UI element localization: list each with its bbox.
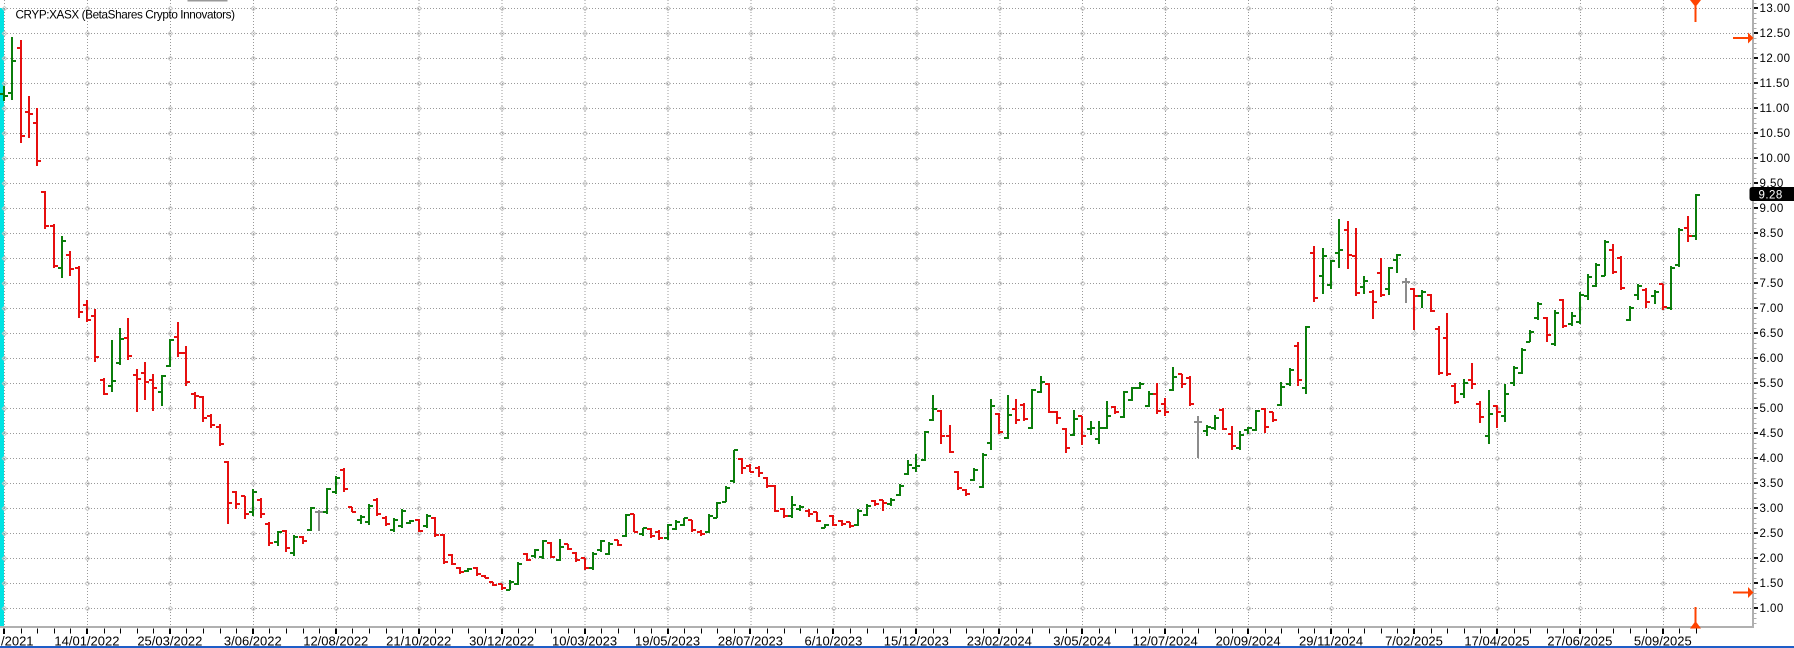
svg-text:14/01/2022: 14/01/2022: [54, 634, 119, 648]
svg-text:10.50: 10.50: [1760, 128, 1791, 140]
svg-text:10/03/2023: 10/03/2023: [552, 634, 617, 648]
svg-text:11.00: 11.00: [1760, 103, 1790, 115]
svg-text:10.00: 10.00: [1760, 153, 1791, 165]
svg-text:7.00: 7.00: [1760, 303, 1784, 315]
svg-text:1.00: 1.00: [1760, 603, 1784, 615]
svg-text:3.50: 3.50: [1760, 478, 1784, 490]
svg-text:4.50: 4.50: [1760, 428, 1784, 440]
svg-text:23/02/2024: 23/02/2024: [967, 634, 1032, 648]
svg-text:8.50: 8.50: [1760, 228, 1784, 240]
svg-text:12.00: 12.00: [1760, 53, 1791, 65]
svg-text:15/12/2023: 15/12/2023: [884, 634, 949, 648]
svg-text:7/02/2025: 7/02/2025: [1385, 634, 1443, 648]
svg-text:6.00: 6.00: [1760, 353, 1784, 365]
svg-text:5.00: 5.00: [1760, 403, 1784, 415]
svg-text:20/09/2024: 20/09/2024: [1216, 634, 1281, 648]
svg-text:6/10/2023: 6/10/2023: [804, 634, 862, 648]
svg-text:1.50: 1.50: [1760, 578, 1784, 590]
svg-text:3/05/2024: 3/05/2024: [1053, 634, 1111, 648]
svg-text:12/08/2022: 12/08/2022: [303, 634, 368, 648]
svg-text:5/09/2025: 5/09/2025: [1634, 634, 1692, 648]
svg-text:9.00: 9.00: [1760, 203, 1784, 215]
svg-text:25/03/2022: 25/03/2022: [137, 634, 202, 648]
svg-text:12/07/2024: 12/07/2024: [1133, 634, 1198, 648]
svg-text:/2021: /2021: [1, 634, 34, 648]
svg-text:8.00: 8.00: [1760, 253, 1784, 265]
svg-text:17/04/2025: 17/04/2025: [1464, 634, 1529, 648]
svg-text:5.50: 5.50: [1760, 378, 1784, 390]
svg-text:28/07/2023: 28/07/2023: [718, 634, 783, 648]
svg-text:27/06/2025: 27/06/2025: [1547, 634, 1612, 648]
svg-text:12.50: 12.50: [1760, 28, 1791, 40]
svg-text:4.00: 4.00: [1760, 453, 1784, 465]
svg-text:30/12/2022: 30/12/2022: [469, 634, 534, 648]
svg-text:19/05/2023: 19/05/2023: [635, 634, 700, 648]
svg-text:2.00: 2.00: [1760, 553, 1784, 565]
svg-text:2.50: 2.50: [1760, 528, 1784, 540]
svg-text:11.50: 11.50: [1760, 78, 1790, 90]
svg-text:CRYP:XASX (BetaShares Crypto I: CRYP:XASX (BetaShares Crypto Innovators): [16, 9, 236, 22]
svg-text:21/10/2022: 21/10/2022: [386, 634, 451, 648]
svg-text:3/06/2022: 3/06/2022: [224, 634, 282, 648]
svg-text:13.00: 13.00: [1760, 3, 1791, 15]
svg-text:29/11/2024: 29/11/2024: [1299, 634, 1363, 648]
svg-text:3.00: 3.00: [1760, 503, 1784, 515]
svg-text:7.50: 7.50: [1760, 278, 1784, 290]
svg-text:6.50: 6.50: [1760, 328, 1784, 340]
svg-text:9.28: 9.28: [1759, 190, 1783, 202]
